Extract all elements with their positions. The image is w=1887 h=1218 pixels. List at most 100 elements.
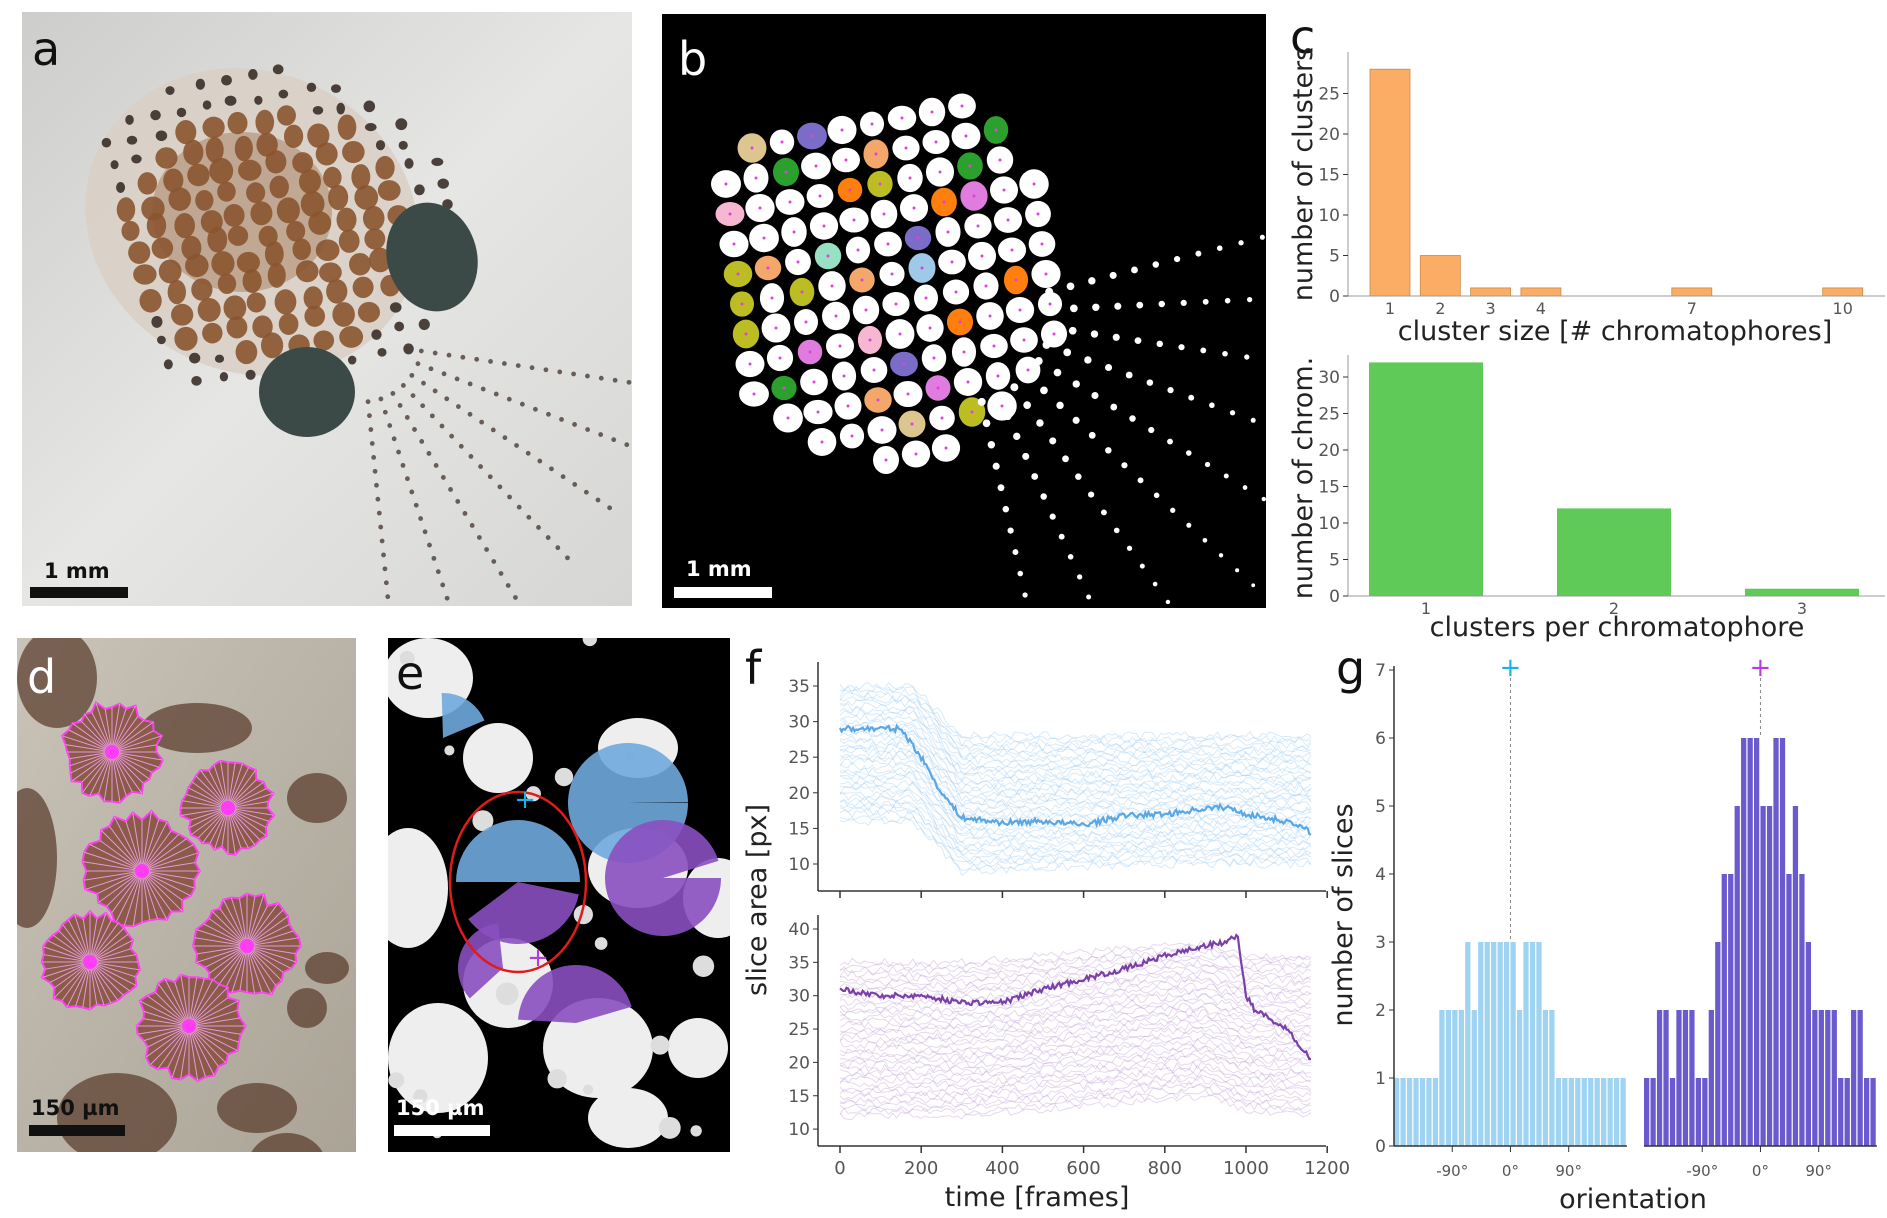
arm-dot — [1218, 553, 1224, 558]
slice-line — [246, 945, 284, 973]
chromatophore-spot — [431, 157, 444, 167]
slice-line — [171, 1025, 190, 1079]
purple-slice-fan — [605, 820, 721, 936]
chromatophore-spot — [389, 302, 402, 313]
slice-line — [196, 945, 248, 963]
slice-line — [89, 939, 134, 963]
arm-dot — [1158, 300, 1165, 308]
chromatophore-spot — [277, 105, 296, 126]
arm-dot — [441, 371, 447, 377]
chromatophore-spot — [398, 140, 408, 150]
arm-dot — [448, 487, 453, 492]
center-marker — [842, 374, 846, 378]
sliced-chromatophore — [61, 700, 164, 804]
histogram-bar — [1601, 1078, 1607, 1146]
chromatophore-spot — [151, 315, 163, 328]
x-tick-label: 3 — [1797, 599, 1807, 618]
slice-line — [71, 751, 113, 782]
faint-trace — [839, 964, 1312, 991]
faint-trace — [839, 765, 1312, 824]
center-marker — [778, 356, 782, 360]
arm-dot — [1170, 507, 1176, 513]
small-chromatophore — [692, 955, 715, 977]
arm-dot — [497, 484, 503, 490]
center-marker — [872, 368, 876, 372]
center-marker — [808, 350, 812, 354]
slice-line — [89, 961, 131, 992]
scale-bar-e — [394, 1125, 490, 1136]
arm-dot — [525, 450, 531, 456]
x-tick-label: 0° — [1502, 1162, 1519, 1180]
arm-dot — [478, 464, 483, 469]
slice-line — [141, 844, 194, 872]
faint-trace — [839, 779, 1312, 838]
histogram-bar — [1786, 874, 1792, 1146]
slice-line — [227, 807, 267, 828]
arm-dot — [1047, 305, 1056, 314]
arm-dot — [1129, 415, 1136, 422]
center-marker — [822, 224, 826, 228]
arm-dot — [1242, 485, 1248, 490]
slice-line — [89, 961, 119, 1001]
center-marker — [1048, 302, 1052, 306]
histogram-bar — [1838, 1078, 1844, 1146]
histogram-bar — [1536, 942, 1542, 1146]
chromatophore-spot — [364, 123, 377, 132]
center-marker — [750, 146, 754, 150]
slice-line — [154, 991, 190, 1027]
chromatophore-spot — [238, 159, 262, 181]
arm-dot — [421, 380, 426, 386]
arm-dot — [1084, 356, 1092, 364]
center-marker — [830, 284, 834, 288]
sliced-chromatophore — [179, 759, 276, 856]
y-axis-label: slice area [px] — [742, 804, 773, 996]
slice-line — [246, 905, 268, 947]
chromatophore-spot — [304, 305, 326, 327]
slice-line — [143, 1010, 190, 1027]
chromatophore-spot — [191, 375, 202, 386]
slice-line — [208, 918, 248, 947]
center-marker — [1032, 182, 1036, 186]
histogram-bar — [1394, 1078, 1400, 1146]
arm-dot — [612, 377, 618, 383]
chromatophore-spot — [202, 116, 225, 139]
highlighted-trace-bottom — [839, 933, 1311, 1061]
arm-dot — [555, 545, 561, 551]
center-marker — [932, 356, 936, 360]
chromatophore-blob — [668, 1018, 728, 1078]
chromatophore-spot — [278, 89, 289, 99]
c-bottom-y-tick-label: 0 — [1329, 587, 1340, 607]
slice-line — [182, 800, 229, 809]
slice-line — [98, 870, 143, 904]
slice-line — [141, 870, 172, 912]
c-top-y-tick-label: 20 — [1318, 125, 1340, 145]
arm-dot — [1062, 455, 1069, 463]
x-tick-label: 0 — [834, 1158, 845, 1179]
faint-trace — [839, 716, 1312, 775]
arm-dot — [400, 462, 406, 468]
arm-dot — [1031, 473, 1039, 480]
slice-line — [227, 807, 250, 849]
slice-line — [186, 793, 229, 809]
chromatophore-spot — [235, 340, 258, 365]
slice-line — [111, 751, 127, 797]
slice-line — [62, 735, 113, 753]
small-chromatophore — [388, 1072, 405, 1089]
arm-dot — [378, 524, 384, 530]
center-marker — [954, 290, 958, 294]
chromatophore-spot — [128, 241, 151, 264]
center-marker — [834, 314, 838, 318]
histogram-bar — [1620, 1078, 1626, 1146]
center-marker — [902, 362, 906, 366]
cluster-marker: + — [1750, 653, 1772, 683]
arm-dot — [1244, 354, 1250, 360]
slice-line — [141, 870, 159, 920]
slice-line — [89, 751, 113, 797]
arm-dot — [1165, 599, 1171, 605]
center-marker — [1000, 404, 1004, 408]
chromatophore-spot — [272, 64, 284, 75]
slice-line — [123, 870, 143, 926]
center-marker — [934, 140, 938, 144]
slice-line — [114, 870, 143, 924]
panel-label-c: c — [1290, 10, 1316, 64]
